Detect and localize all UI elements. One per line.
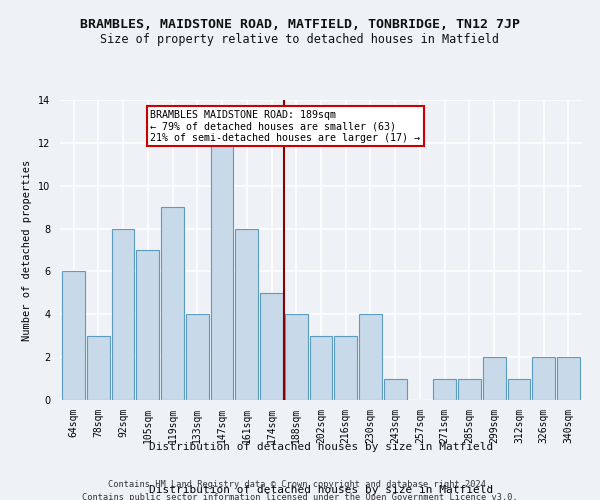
Bar: [433, 378, 456, 400]
Bar: [310, 336, 332, 400]
Bar: [458, 378, 481, 400]
Bar: [285, 314, 308, 400]
Bar: [186, 314, 209, 400]
Bar: [359, 314, 382, 400]
Bar: [161, 207, 184, 400]
Bar: [532, 357, 555, 400]
Bar: [557, 357, 580, 400]
Bar: [136, 250, 159, 400]
Bar: [87, 336, 110, 400]
Bar: [334, 336, 357, 400]
Text: Distribution of detached houses by size in Matfield: Distribution of detached houses by size …: [149, 442, 493, 452]
Bar: [483, 357, 506, 400]
Bar: [235, 228, 258, 400]
Bar: [112, 228, 134, 400]
Text: BRAMBLES, MAIDSTONE ROAD, MATFIELD, TONBRIDGE, TN12 7JP: BRAMBLES, MAIDSTONE ROAD, MATFIELD, TONB…: [80, 18, 520, 30]
Bar: [260, 293, 283, 400]
Text: Size of property relative to detached houses in Matfield: Size of property relative to detached ho…: [101, 32, 499, 46]
Text: Contains HM Land Registry data © Crown copyright and database right 2024.
Contai: Contains HM Land Registry data © Crown c…: [82, 480, 518, 500]
Y-axis label: Number of detached properties: Number of detached properties: [22, 160, 32, 340]
Bar: [508, 378, 530, 400]
Bar: [211, 143, 233, 400]
Bar: [62, 272, 85, 400]
Text: BRAMBLES MAIDSTONE ROAD: 189sqm
← 79% of detached houses are smaller (63)
21% of: BRAMBLES MAIDSTONE ROAD: 189sqm ← 79% of…: [150, 110, 420, 143]
X-axis label: Distribution of detached houses by size in Matfield: Distribution of detached houses by size …: [149, 484, 493, 494]
Bar: [384, 378, 407, 400]
